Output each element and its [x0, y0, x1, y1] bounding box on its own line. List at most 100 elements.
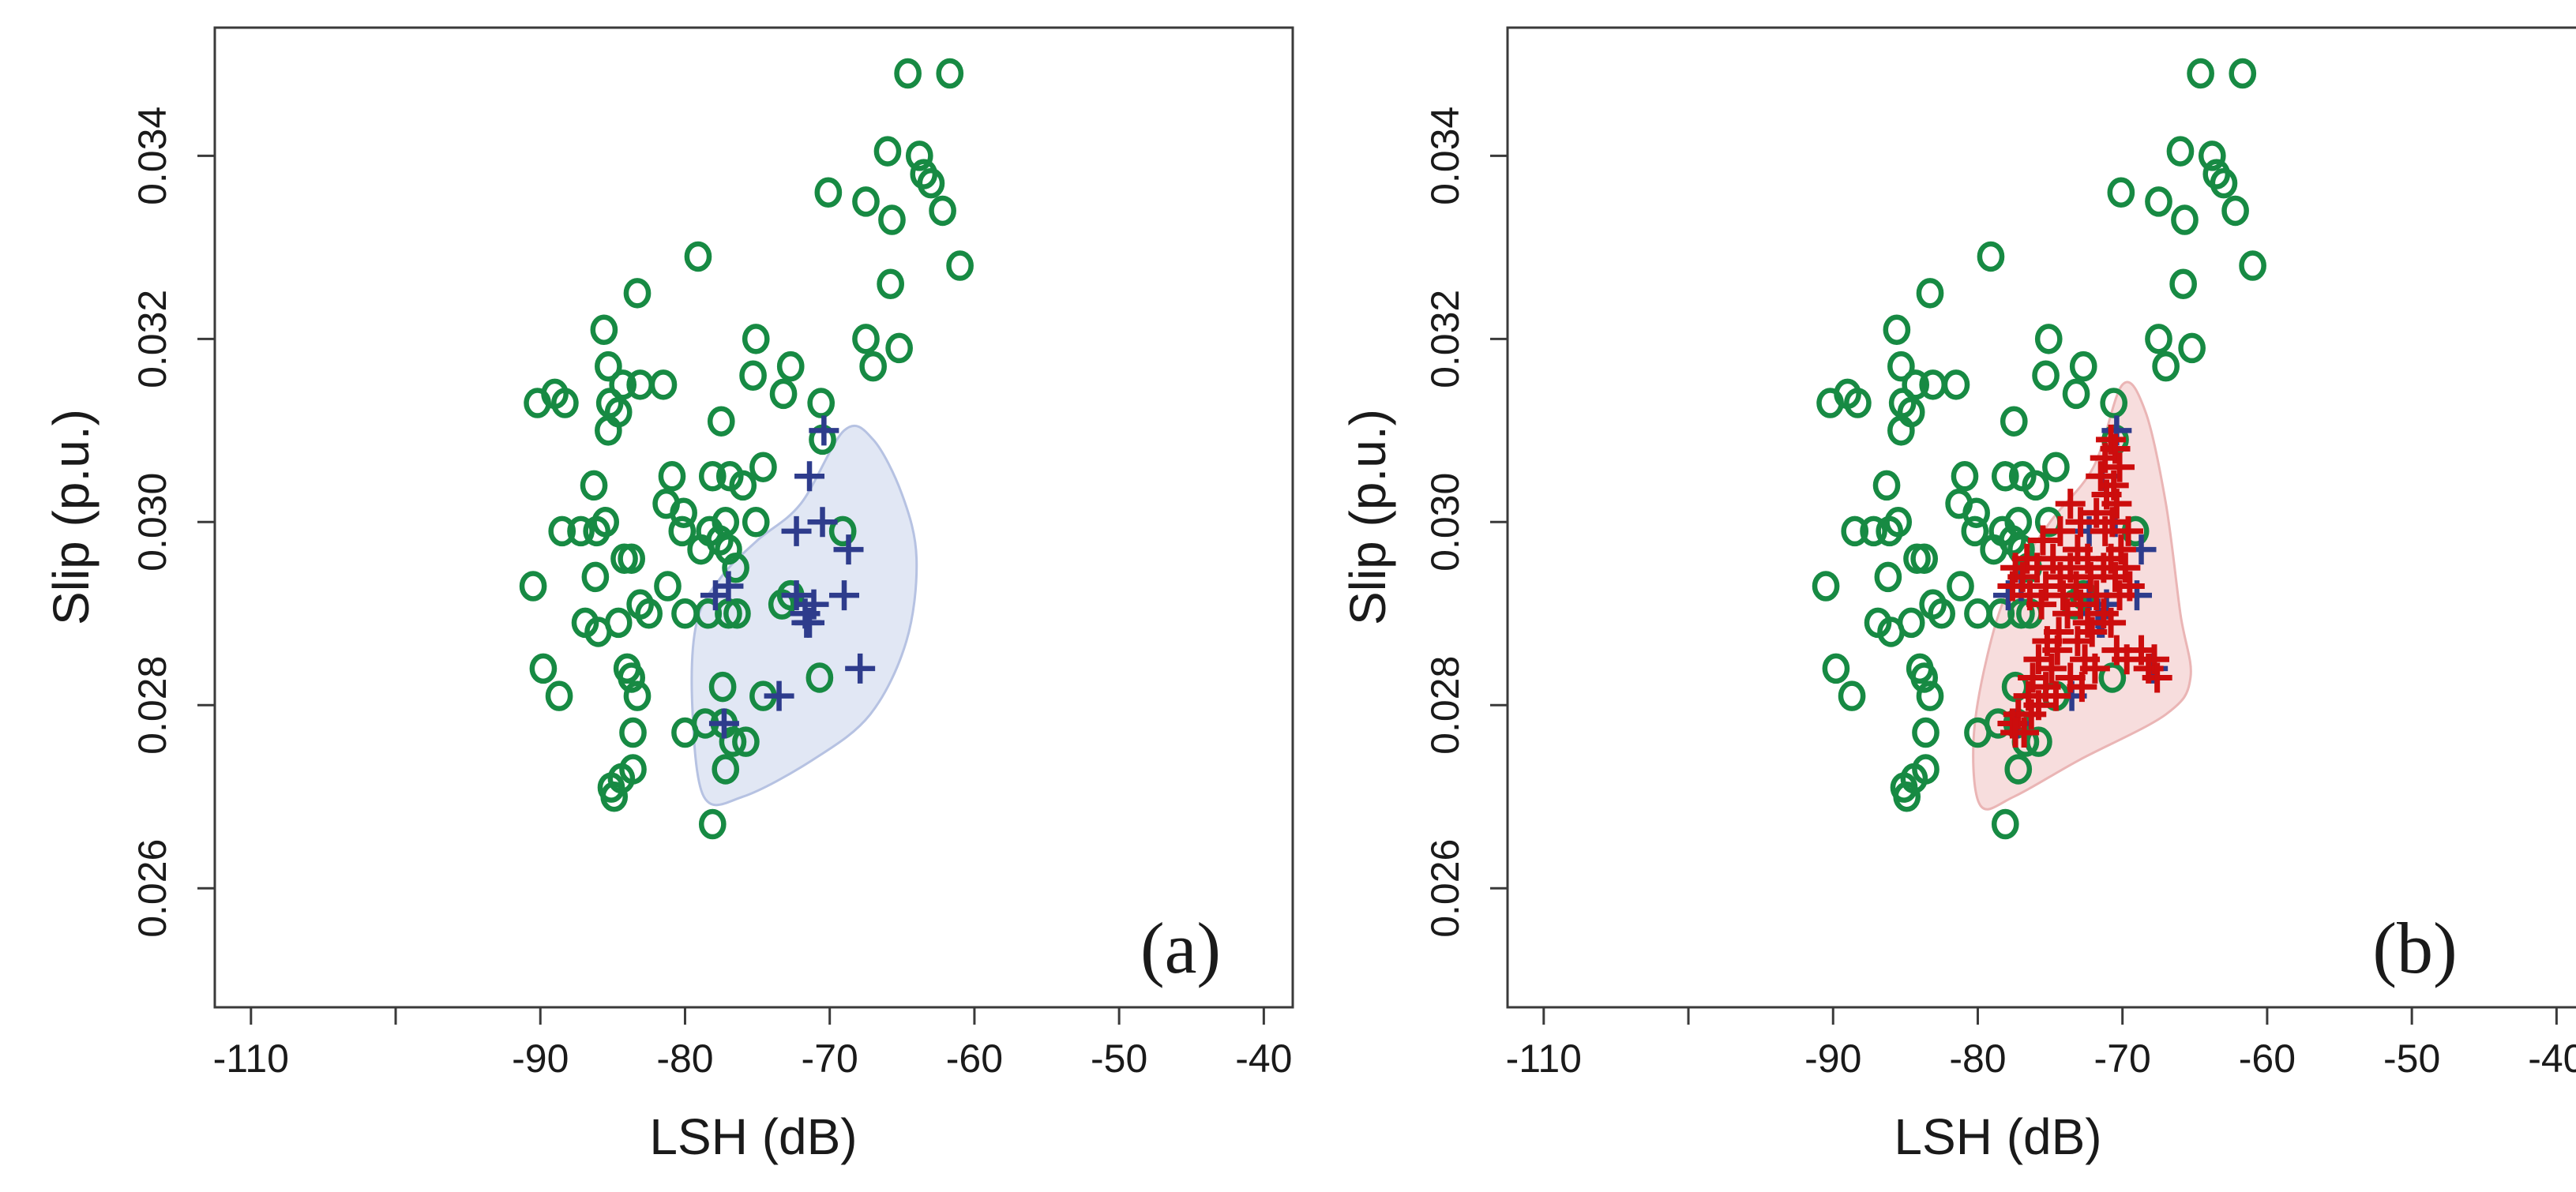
normal-point	[2042, 452, 2070, 482]
y-tick-label: 0.026	[130, 839, 175, 938]
normal-point	[2032, 360, 2060, 391]
normal-point	[2069, 350, 2097, 382]
normal-point	[1910, 543, 1939, 574]
normal-point	[1902, 369, 1930, 400]
normal-point	[929, 195, 956, 227]
y-tick-label: 0.032	[130, 290, 175, 388]
series-detected-b	[1997, 424, 2172, 748]
detected-point	[2105, 580, 2135, 611]
normal-point	[749, 452, 777, 482]
normal-point	[776, 350, 805, 382]
x-tick-label: -40	[1235, 1036, 1292, 1081]
normal-point	[545, 680, 573, 711]
normal-point	[1860, 515, 1887, 547]
x-tick-label: -80	[1949, 1036, 2006, 1081]
normal-point	[873, 136, 902, 167]
normal-point	[567, 515, 595, 547]
normal-point	[1816, 388, 1844, 418]
plot-frame-b	[1506, 26, 2576, 1009]
normal-point	[732, 726, 760, 757]
x-tick-label: -70	[802, 1036, 858, 1081]
normal-point	[814, 177, 843, 208]
normal-point	[2022, 470, 2050, 501]
normal-point	[905, 141, 933, 171]
series-normal-b	[1812, 58, 2266, 840]
detected-point	[2067, 672, 2097, 703]
normal-point	[654, 571, 682, 602]
normal-point	[595, 415, 622, 446]
x-tick-label: -110	[213, 1036, 289, 1081]
detected-point	[1997, 571, 2028, 602]
fault-point	[794, 461, 825, 492]
x-tick-label: -80	[656, 1036, 713, 1081]
y-tick-label: 0.034	[1423, 107, 1467, 205]
normal-point	[894, 58, 922, 89]
normal-point	[2025, 726, 2052, 757]
detected-point	[2041, 680, 2071, 711]
fault-point	[829, 580, 860, 611]
fault-point	[708, 708, 739, 739]
normal-point	[1964, 598, 1992, 629]
normal-point	[1928, 598, 1955, 629]
normal-point	[670, 497, 697, 528]
normal-point	[708, 671, 737, 703]
normal-point	[623, 680, 652, 711]
fault-point	[764, 680, 794, 711]
y-tick-label: 0.032	[1423, 290, 1467, 388]
fault-point	[781, 580, 812, 611]
normal-point	[936, 58, 964, 89]
normal-point	[807, 388, 836, 418]
plot-frame-a	[213, 26, 1294, 1009]
y-tick-label: 0.034	[130, 107, 175, 205]
normal-point	[1887, 415, 1915, 446]
normal-point	[618, 543, 646, 574]
normal-point	[590, 314, 618, 345]
normal-point	[723, 598, 751, 629]
y-tick-label: 0.026	[1423, 839, 1467, 938]
normal-point	[2145, 324, 2172, 354]
detected-point	[2112, 644, 2142, 675]
x-tick-label: -60	[2239, 1036, 2296, 1081]
normal-point	[1916, 278, 1944, 309]
normal-point	[852, 324, 880, 354]
normal-point	[1897, 607, 1925, 639]
y-tick-label: 0.030	[130, 473, 175, 572]
x-axis-b: -110 -90 -80 -70 -60 -50 -40	[1506, 1007, 2576, 1081]
x-tick-label: -50	[1091, 1036, 1147, 1081]
points-layer-b	[1812, 58, 2266, 840]
detected-point	[2096, 607, 2127, 638]
normal-point	[1947, 571, 1974, 602]
normal-point	[1841, 515, 1869, 547]
normal-point	[583, 515, 611, 547]
series-normal-a	[519, 58, 974, 840]
normal-point	[2000, 406, 2028, 437]
y-axis-title-b: Slip (p.u.)	[1339, 409, 1396, 625]
normal-point	[1883, 314, 1911, 345]
normal-point	[2100, 388, 2128, 418]
normal-point	[1962, 497, 1990, 528]
x-tick-label: -70	[2094, 1036, 2151, 1081]
normal-point	[658, 461, 686, 492]
normal-point	[524, 388, 551, 418]
normal-point	[1942, 369, 1970, 400]
panel-label-b: (b)	[2372, 908, 2457, 988]
normal-point	[1912, 717, 1940, 748]
normal-point	[618, 662, 646, 693]
y-tick-label: 0.030	[1423, 473, 1467, 572]
normal-point	[2107, 177, 2135, 208]
panel-a: -110 -90 -80 -70 -60 -50 -40 0.0260.0280.0300.…	[43, 26, 1294, 1165]
normal-point	[1916, 680, 1944, 711]
normal-point	[551, 388, 579, 418]
normal-point	[671, 598, 699, 629]
detected-point	[2045, 515, 2075, 546]
normal-point	[885, 332, 913, 364]
normal-point	[805, 662, 834, 693]
normal-point	[852, 186, 880, 217]
detected-point	[2027, 525, 2058, 556]
detected-point	[2042, 635, 2073, 665]
y-axis-title-a: Slip (p.u.)	[43, 409, 100, 625]
x-tick-label: -50	[2383, 1036, 2440, 1081]
x-axis-title-b: LSH (dB)	[1894, 1108, 2101, 1165]
normal-point	[729, 470, 757, 501]
detected-point	[2101, 489, 2132, 519]
